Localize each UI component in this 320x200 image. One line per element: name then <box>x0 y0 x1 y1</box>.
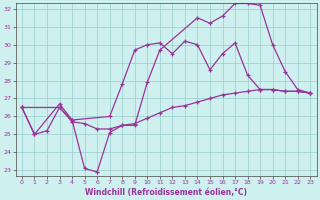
X-axis label: Windchill (Refroidissement éolien,°C): Windchill (Refroidissement éolien,°C) <box>85 188 247 197</box>
